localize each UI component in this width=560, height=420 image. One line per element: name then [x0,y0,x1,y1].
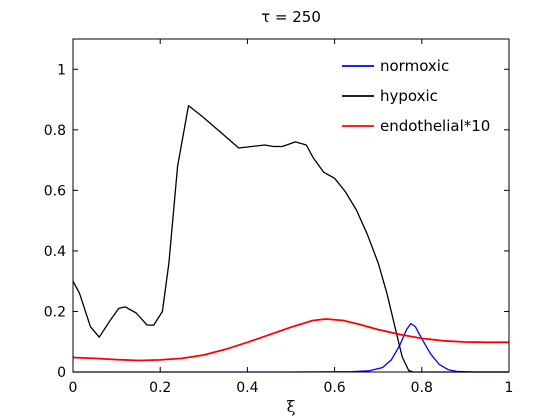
legend-label-hypoxic: hypoxic [380,87,438,105]
plot-area [73,39,509,372]
y-tick-label: 0.4 [44,244,66,260]
y-tick-label: 0.8 [44,123,66,139]
ticks-layer: 0 0.2 0.4 0.6 0.8 1 0 0.2 0.4 0.6 0.8 1 [44,39,514,396]
y-tick-label: 0.2 [44,304,66,320]
x-tick-label: 1 [505,380,514,396]
series-line-hypoxic [72,104,509,373]
y-tick-label: 0 [57,365,66,381]
plot-frame [72,38,510,373]
legend-label-endothelial-10: endothelial*10 [380,117,490,135]
x-axis-label: ξ [287,397,296,416]
x-tick-label: 0.4 [236,380,258,396]
series-line-endothelial-10 [72,318,509,362]
legend: normoxic hypoxic endothelial*10 [342,57,490,135]
series-layer [72,104,509,373]
x-tick-label: 0 [69,380,78,396]
x-tick-label: 0.6 [323,380,345,396]
x-tick-label: 0.8 [411,380,433,396]
y-tick-label: 1 [57,62,66,78]
chart-title: τ = 250 [261,8,321,26]
y-tick-label: 0.6 [44,183,66,199]
x-tick-label: 0.2 [149,380,171,396]
legend-label-normoxic: normoxic [380,57,449,75]
series-line-normoxic [73,322,509,373]
